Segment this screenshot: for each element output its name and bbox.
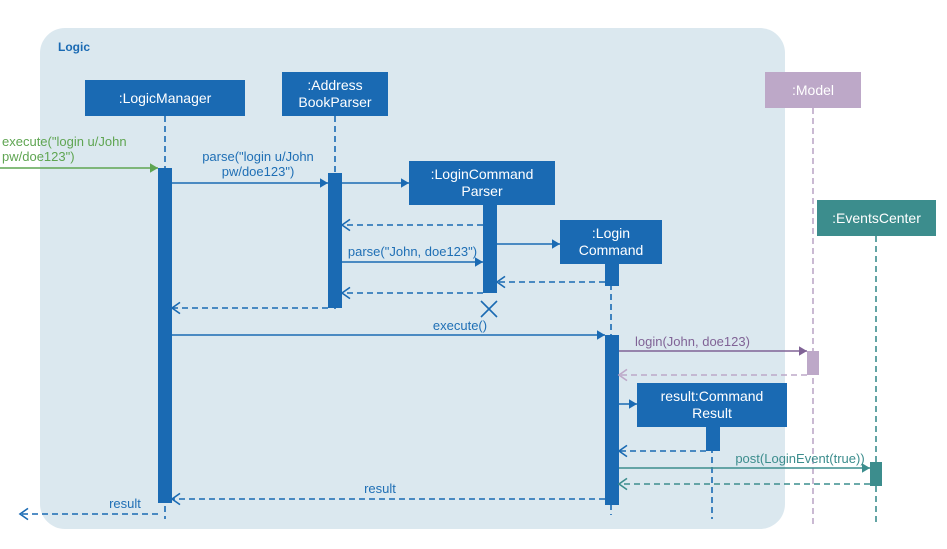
message-label-parse2: parse("John, doe123") (342, 244, 483, 259)
message-label-post_event: post(LoginEvent(true)) (720, 451, 880, 466)
message-label-parse1: parse("login u/John pw/doe123") (178, 149, 338, 179)
diagram-lines (0, 0, 947, 549)
message-label-ret_result_out: result (95, 496, 155, 511)
message-label-ret_result: result (350, 481, 410, 496)
message-label-execute2: execute() (420, 318, 500, 333)
message-label-login: login(John, doe123) (635, 334, 795, 349)
message-label-execute_in: execute("login u/John pw/doe123") (2, 134, 162, 164)
